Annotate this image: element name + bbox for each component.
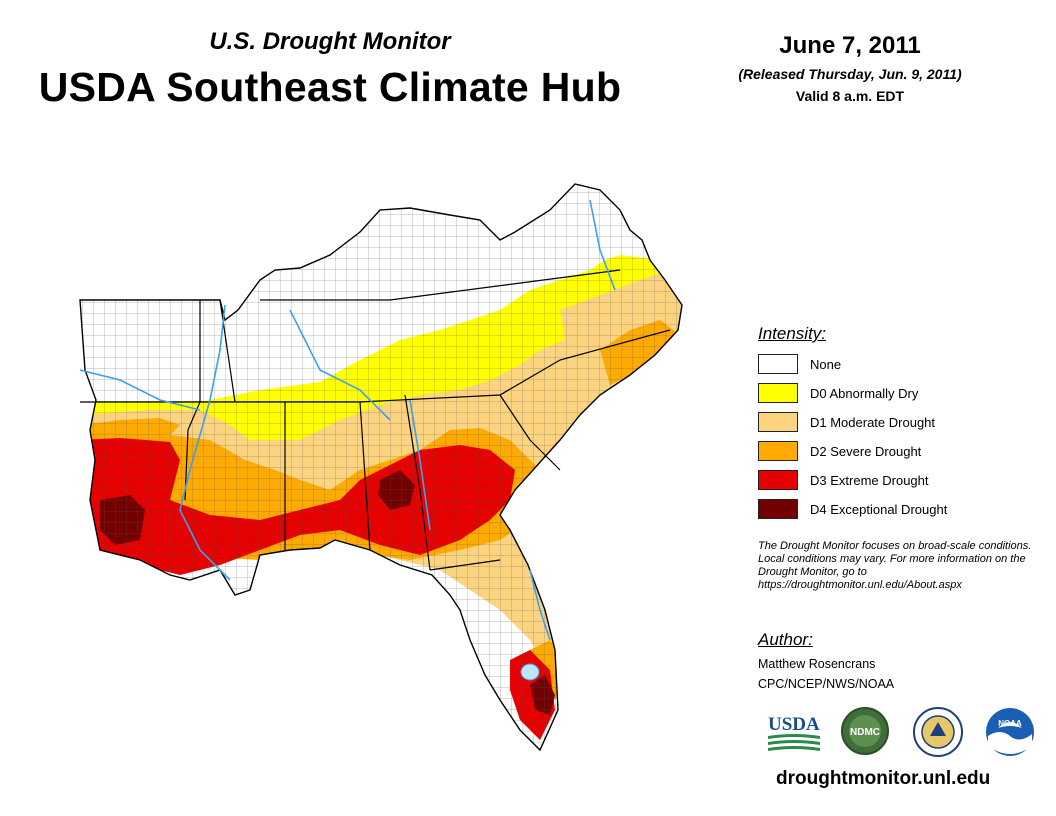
author-heading: Author: (758, 630, 813, 649)
release-date: (Released Thursday, Jun. 9, 2011) (738, 66, 962, 82)
disclaimer-note: The Drought Monitor focuses on broad-sca… (758, 540, 1032, 591)
author-name: Matthew Rosencrans (758, 657, 876, 671)
legend-item: D4 Exceptional Drought (758, 499, 1018, 521)
legend-swatch (758, 499, 798, 519)
legend-item: None (758, 354, 1018, 376)
drought-map (79, 183, 683, 751)
author-organization: CPC/NCEP/NWS/NOAA (758, 677, 895, 691)
commerce-seal-icon (912, 706, 964, 763)
valid-date: June 7, 2011 (779, 32, 921, 59)
legend-label: D4 Exceptional Drought (810, 502, 948, 517)
legend-swatch (758, 383, 798, 403)
rivers (79, 199, 616, 641)
svg-text:NOAA: NOAA (998, 719, 1022, 728)
legend-item: D1 Moderate Drought (758, 412, 1018, 434)
svg-text:NDMC: NDMC (850, 727, 880, 738)
map-title: USDA Southeast Climate Hub (38, 64, 622, 110)
legend-label: D1 Moderate Drought (810, 415, 936, 430)
ndmc-logo: NDMC (840, 706, 890, 761)
noaa-logo: NOAA (984, 706, 1036, 763)
legend-label: None (810, 357, 842, 372)
legend-item: D0 Abnormally Dry (758, 383, 1018, 405)
svg-text:USDA: USDA (768, 714, 820, 735)
county-boundaries (80, 184, 682, 750)
usda-logo: USDA (766, 706, 822, 757)
legend-label: D2 Severe Drought (810, 444, 922, 459)
website-link[interactable]: droughtmonitor.unl.edu (776, 768, 991, 789)
legend-title: Intensity: (758, 324, 827, 343)
state-boundaries (80, 269, 671, 571)
legend-item: D3 Extreme Drought (758, 470, 1018, 492)
legend-swatch (758, 470, 798, 490)
legend-item: D2 Severe Drought (758, 441, 1018, 463)
lake-okeechobee (520, 663, 540, 681)
legend-swatch (758, 412, 798, 432)
legend-swatch (758, 441, 798, 461)
legend-label: D0 Abnormally Dry (810, 386, 919, 401)
legend-swatch (758, 354, 798, 374)
legend-label: D3 Extreme Drought (810, 473, 929, 488)
valid-time: Valid 8 a.m. EDT (795, 88, 905, 104)
map-subtitle: U.S. Drought Monitor (209, 28, 451, 55)
